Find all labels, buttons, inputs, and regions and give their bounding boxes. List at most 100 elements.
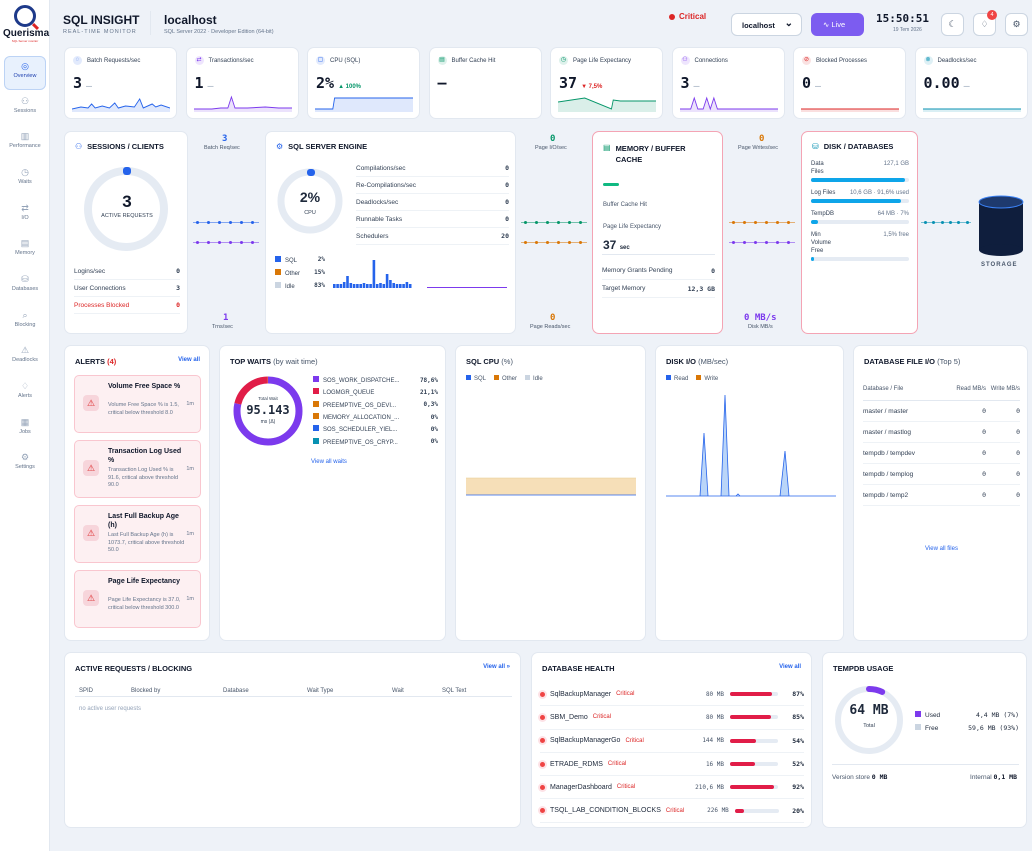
nav-overview[interactable]: ◎ Overview xyxy=(4,56,46,90)
waits-view-all-link[interactable]: View all waits xyxy=(311,459,347,465)
dbfile-row[interactable]: master / master 0 0 xyxy=(863,401,1020,422)
db-health-row[interactable]: TSQL_LAB_CONDITION_BLOCKS Critical 226 MB 2… xyxy=(540,799,804,823)
dbfile-cell: 0 xyxy=(1016,469,1020,478)
wait-item[interactable]: LOGMGR_QUEUE 21,1% xyxy=(313,386,438,398)
kpi-card[interactable]: ⊘ Blocked Processes 0— xyxy=(793,47,906,119)
warning-icon: ⚠ xyxy=(83,590,99,606)
warning-icon: ⚠ xyxy=(83,525,99,541)
db-health-row[interactable]: SBM_Demo Critical 80 MB 85% xyxy=(540,706,804,730)
dbfile-header-row: Database / File Read MB/s Write MB/s xyxy=(863,377,1020,401)
theme-toggle-button[interactable]: ☾ xyxy=(941,13,964,36)
nav-settings[interactable]: ⚙ Settings xyxy=(4,448,46,482)
wait-item[interactable]: SOS_SCHEDULER_YIEL... 0% xyxy=(313,423,438,435)
live-button[interactable]: ∿ Live xyxy=(811,13,864,36)
db-usage-bar xyxy=(730,738,778,743)
memory-stat-row: Target Memory 12,3 GB xyxy=(602,280,715,298)
engine-stat-row: Compilations/sec 0 xyxy=(356,160,509,177)
kpi-trend: — xyxy=(86,84,93,90)
wait-item[interactable]: PREEMPTIVE_OS_DEVI... 0,3% xyxy=(313,399,438,411)
kpi-card[interactable]: ◷ Page Life Expectancy 37 ▼ 7,5% xyxy=(550,47,663,119)
db-health-row[interactable]: ManagerDashboard Critical 210,6 MB 92% xyxy=(540,776,804,800)
tempdb-total-label: Total xyxy=(863,723,875,729)
nav-performance[interactable]: ▥ Performance xyxy=(4,127,46,161)
wait-name: MEMORY_ALLOCATION_... xyxy=(313,413,399,421)
engine-cpu-bar xyxy=(402,284,405,288)
kpi-card[interactable]: ⇄ Transactions/sec 1— xyxy=(185,47,299,119)
wait-item[interactable]: SOS_WORK_DISPATCHE... 78,6% xyxy=(313,374,438,386)
kpi-label: Buffer Cache Hit xyxy=(451,57,496,64)
engine-cpu-bar xyxy=(382,284,386,288)
kpi-title: ⊘ Blocked Processes xyxy=(802,56,867,65)
nav-io[interactable]: ⇄ I/O xyxy=(4,199,46,233)
kpi-card[interactable]: ◌ Batch Requests/sec 3— xyxy=(64,47,177,119)
divider xyxy=(150,11,151,35)
kpi-card[interactable]: ▢ CPU (SQL) 2% ▲ 100% xyxy=(307,47,420,119)
kpi-icon: ◷ xyxy=(559,56,568,65)
nav-databases[interactable]: ⛁ Databases xyxy=(4,270,46,304)
settings-button[interactable]: ⚙ xyxy=(1005,13,1028,36)
dbfile-cell: 0 xyxy=(982,406,986,415)
tempdb-total-value: 64 MB xyxy=(849,703,889,718)
dbfileio-view-all-link[interactable]: View all files xyxy=(925,546,958,552)
legend-swatch xyxy=(313,437,319,444)
alert-item[interactable]: ⚠ Last Full Backup Age (h) Last Full Backu… xyxy=(74,505,201,563)
db-usage-bar xyxy=(730,762,778,767)
kpi-card[interactable]: ⚇ Connections 3— xyxy=(671,47,785,119)
db-health-row[interactable]: ETRADE_RDMS Critical 16 MB 52% xyxy=(540,753,804,777)
db-status: Critical xyxy=(616,784,636,791)
flow-dot xyxy=(924,221,927,224)
nav-sessions[interactable]: ⚇ Sessions xyxy=(4,92,46,126)
dbfile-row[interactable]: tempdb / tempdev 0 0 xyxy=(863,443,1020,464)
db-health-row[interactable]: SqlBackupManagerGo Critical 144 MB 54% xyxy=(540,730,804,753)
diskio-unit: (MB/sec) xyxy=(698,357,729,366)
nav-alerts[interactable]: ♢ Alerts xyxy=(4,377,46,411)
alerts-view-all-link[interactable]: View all xyxy=(178,357,200,363)
engine-title: SQL SERVER ENGINE xyxy=(288,142,368,151)
status-dot-icon xyxy=(540,738,545,744)
nav-memory[interactable]: ▤ Memory xyxy=(4,234,46,268)
kpi-label: Transactions/sec xyxy=(208,57,254,64)
legend-swatch xyxy=(666,375,671,380)
nav-label: I/O xyxy=(21,215,29,221)
kpi-sparkline xyxy=(193,95,292,112)
disk-item: Log Files 10,6 GB · 91,6% used xyxy=(811,189,909,203)
kpi-card[interactable]: ▤ Buffer Cache Hit — xyxy=(428,47,542,119)
db-health-panel: DATABASE HEALTH View all SqlBackupManage… xyxy=(531,652,812,828)
nav-blocking[interactable]: ⌕ Blocking xyxy=(4,306,46,340)
kpi-card[interactable]: ⊗ Deadlocks/sec 0.00— xyxy=(914,47,1028,119)
memory-panel: ▤ MEMORY / BUFFER CACHE Buffer Cache Hit… xyxy=(592,131,723,334)
databases-icon: ⛁ xyxy=(21,274,29,284)
brand-logo[interactable]: Querisma SQL Server monitor xyxy=(3,5,49,47)
kpi-number: 1 xyxy=(194,74,204,92)
db-health-row[interactable]: SqlBackupManager Critical 80 MB 87% xyxy=(540,683,804,707)
blocking-icon: ⌕ xyxy=(22,310,28,320)
nav-deadlocks[interactable]: ⚠ Deadlocks xyxy=(4,341,46,375)
wait-item[interactable]: PREEMPTIVE_OS_CRYP... 0% xyxy=(313,435,438,447)
notifications-button[interactable]: ♢ 4 xyxy=(973,10,997,36)
flow-dot xyxy=(524,241,527,244)
dbhealth-view-all-link[interactable]: View all xyxy=(779,664,801,670)
active-header: SQL Text xyxy=(442,688,467,694)
sql-engine-panel: ⚙ SQL SERVER ENGINE 2% CPU Compilations/… xyxy=(265,131,516,334)
diskio-line-chart xyxy=(666,394,836,497)
chart-legend-item: SQL xyxy=(466,375,486,382)
dbfile-row[interactable]: tempdb / templog 0 0 xyxy=(863,464,1020,485)
flow-disk-label: Disk MB/s xyxy=(748,324,773,330)
wait-pct: 0% xyxy=(430,438,438,446)
kpi-icon: ⚇ xyxy=(680,56,690,65)
active-view-all-link[interactable]: View all » xyxy=(483,664,510,670)
kpi-title: ◌ Batch Requests/sec xyxy=(73,56,140,65)
alert-description: Last Full Backup Age (h) is 1073.7, crit… xyxy=(108,532,185,553)
dbfile-row[interactable]: tempdb / temp2 0 0 xyxy=(863,485,1020,506)
nav-waits[interactable]: ◷ Waits xyxy=(4,163,46,197)
nav-jobs[interactable]: ▦ Jobs xyxy=(4,413,46,447)
server-select[interactable]: localhost ⌄ xyxy=(731,13,802,36)
alert-item[interactable]: ⚠ Transaction Log Used % Transaction Log U… xyxy=(74,440,201,498)
flow-dot xyxy=(949,221,952,224)
flow-pageio-value: 0 xyxy=(550,134,556,144)
alert-item[interactable]: ⚠ Volume Free Space % Volume Free Space % … xyxy=(74,375,201,433)
alert-item[interactable]: ⚠ Page Life Expectancy Page Life Expectanc… xyxy=(74,570,201,628)
dbfile-row[interactable]: master / mastlog 0 0 xyxy=(863,422,1020,443)
wait-item[interactable]: MEMORY_ALLOCATION_... 0% xyxy=(313,411,438,423)
sidebar: Querisma SQL Server monitor ◎ Overview ⚇ Se… xyxy=(0,0,50,851)
